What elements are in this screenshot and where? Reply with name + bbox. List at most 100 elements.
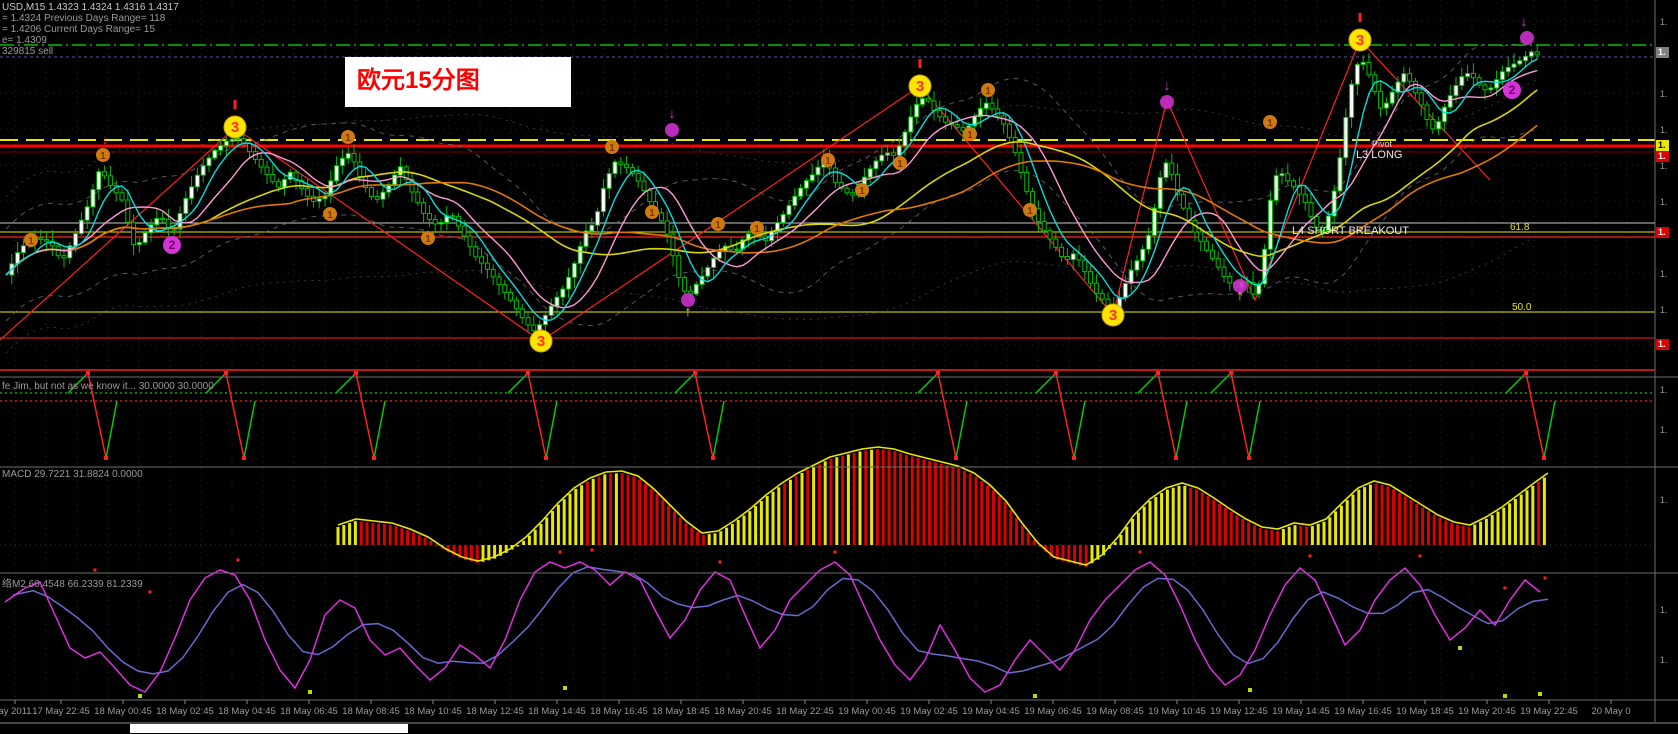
price-axis-label: 1. <box>1660 197 1668 207</box>
time-axis-label: 19 May 12:45 <box>1210 706 1268 717</box>
time-axis-label: 18 May 10:45 <box>404 706 462 717</box>
svg-text:3: 3 <box>537 333 545 350</box>
time-axis-label: 18 May 18:45 <box>652 706 710 717</box>
red-dash-marker <box>918 59 922 68</box>
price-marker-box: 1. <box>1656 47 1669 58</box>
circle-1-marker <box>645 205 659 219</box>
circle-1-marker <box>96 148 110 162</box>
circle-1-marker <box>1023 203 1037 217</box>
time-axis-label: 18 May 14:45 <box>528 706 586 717</box>
time-axis-label: 19 May 18:45 <box>1396 706 1454 717</box>
svg-text:3: 3 <box>1356 32 1364 49</box>
price-axis-label: 1. <box>1660 89 1668 99</box>
time-axis-label: 17 May 22:45 <box>32 706 90 717</box>
circle-1-marker <box>750 221 764 235</box>
time-axis-label: 19 May 14:45 <box>1272 706 1330 717</box>
circle-1-marker <box>855 183 869 197</box>
time-axis-label: 18 May 06:45 <box>280 706 338 717</box>
circle-1-marker <box>323 207 337 221</box>
main-price-pane[interactable] <box>0 37 1655 371</box>
svg-text:1: 1 <box>1027 206 1033 217</box>
signal-markers: 3 3 3 3 3 1 1 1 1 1 1 1 1 1 1 1 1 1 1 1 1 2 2 ↓ ↓ ↓ ↓ ↑ ↑ <box>24 13 1534 353</box>
circle-3-marker <box>908 74 932 98</box>
price-axis-label: 1. <box>1660 425 1668 435</box>
circle-1-marker <box>821 153 835 167</box>
price-axis-label: 1. <box>1660 125 1668 135</box>
time-axis-label: 18 May 16:45 <box>590 706 648 717</box>
time-axis-label: 19 May 10:45 <box>1148 706 1206 717</box>
time-axis-label: 18 May 04:45 <box>218 706 276 717</box>
svg-text:1: 1 <box>345 133 351 144</box>
grid <box>0 0 1655 700</box>
svg-text:↓: ↓ <box>102 132 109 147</box>
svg-text:1: 1 <box>985 86 991 97</box>
svg-text:1: 1 <box>28 236 34 247</box>
price-axis-label: 1. <box>1660 17 1668 27</box>
indicator1-pane[interactable] <box>0 371 1655 460</box>
svg-text:↑: ↑ <box>685 303 692 319</box>
time-axis-label: 19 May 08:45 <box>1086 706 1144 717</box>
price-marker-box: 1. <box>1656 140 1669 151</box>
circle-3-marker <box>1348 28 1372 52</box>
price-axis-label: 1. <box>1660 655 1668 665</box>
time-axis-label: 19 May 00:45 <box>838 706 896 717</box>
moving-averages <box>5 58 1538 322</box>
price-marker-box: 1. <box>1656 151 1669 162</box>
circle-3-marker <box>1101 303 1125 327</box>
oscillator-pane[interactable] <box>4 548 1549 699</box>
svg-text:1: 1 <box>754 224 760 235</box>
time-axis-label: 18 May 00:45 <box>94 706 152 717</box>
macd-pane[interactable] <box>336 446 1549 567</box>
circle-1-marker <box>893 156 907 170</box>
svg-text:1: 1 <box>100 151 106 162</box>
price-axis-label: 1. <box>1660 495 1668 505</box>
circle-3-marker <box>223 115 247 139</box>
svg-text:↓: ↓ <box>1164 77 1171 93</box>
svg-text:1: 1 <box>1267 118 1273 129</box>
svg-text:1: 1 <box>859 186 865 197</box>
circle-2-marker <box>1503 81 1521 99</box>
svg-text:2: 2 <box>169 238 176 252</box>
svg-text:1: 1 <box>649 208 655 219</box>
circle-1-marker <box>24 233 38 247</box>
price-axis-label: 1. <box>1660 385 1668 395</box>
svg-text:3: 3 <box>916 78 924 95</box>
magenta-circle-marker <box>681 293 695 307</box>
price-axis-label: 1. <box>1660 605 1668 615</box>
time-axis-label: ay 2011 <box>0 706 32 717</box>
svg-text:3: 3 <box>1109 307 1117 324</box>
price-axis-label: 1. <box>1660 161 1668 171</box>
circle-1-marker <box>1263 115 1277 129</box>
time-axis-label: 19 May 06:45 <box>1024 706 1082 717</box>
circle-1-marker <box>963 127 977 141</box>
zigzag-lines <box>0 38 1491 342</box>
time-axis-label: 19 May 20:45 <box>1458 706 1516 717</box>
horizontal-scrollbar[interactable] <box>130 724 408 733</box>
svg-text:3: 3 <box>231 119 239 136</box>
red-dash-marker <box>1358 13 1362 22</box>
svg-text:1: 1 <box>425 234 431 245</box>
svg-text:1: 1 <box>327 210 333 221</box>
time-axis-label: 18 May 20:45 <box>714 706 772 717</box>
svg-text:1: 1 <box>897 159 903 170</box>
svg-text:1: 1 <box>967 130 973 141</box>
circle-2-marker <box>163 236 181 254</box>
magenta-circle-marker <box>1233 279 1247 293</box>
time-axis-label: 18 May 08:45 <box>342 706 400 717</box>
price-marker-box: 1. <box>1656 339 1669 350</box>
circle-1-marker <box>421 231 435 245</box>
time-axis-label: 19 May 16:45 <box>1334 706 1392 717</box>
svg-text:1: 1 <box>825 156 831 167</box>
time-axis-label: 19 May 02:45 <box>900 706 958 717</box>
magenta-circle-marker <box>1520 31 1534 45</box>
time-axis-label: 18 May 22:45 <box>776 706 834 717</box>
time-axis-label: 18 May 02:45 <box>156 706 214 717</box>
red-dash-marker <box>233 100 237 109</box>
magenta-circle-marker <box>665 123 679 137</box>
circle-1-marker <box>711 217 725 231</box>
circle-1-marker <box>341 130 355 144</box>
circle-3-marker <box>529 329 553 353</box>
svg-text:1: 1 <box>715 220 721 231</box>
